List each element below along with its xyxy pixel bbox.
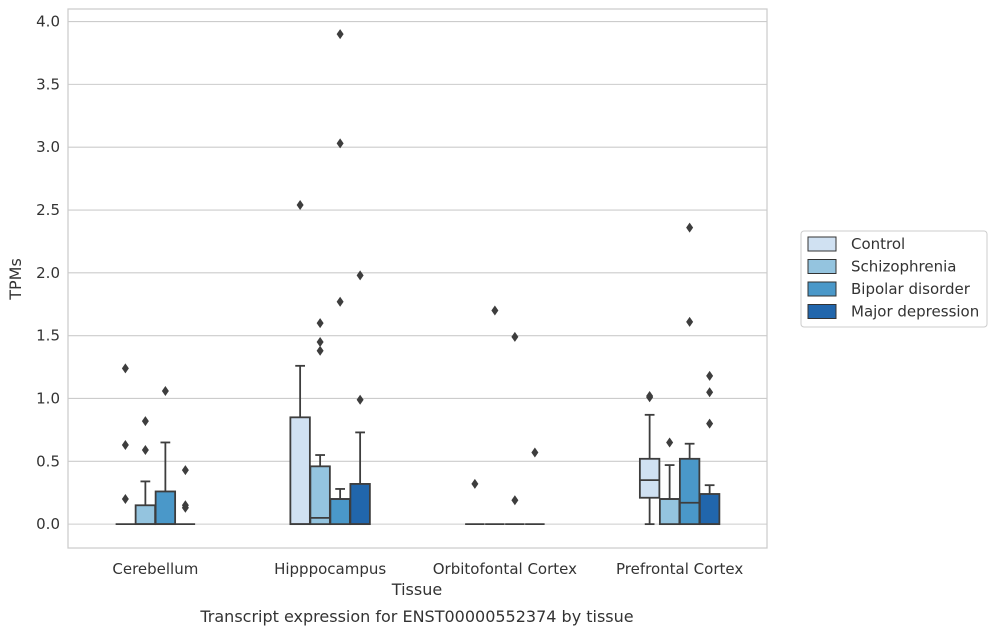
outlier-point bbox=[356, 270, 364, 281]
outlier-point bbox=[356, 394, 364, 405]
outlier-point bbox=[336, 138, 344, 149]
legend-swatch bbox=[807, 236, 837, 252]
y-tick-label: 0.5 bbox=[36, 452, 60, 470]
box-group bbox=[175, 465, 196, 526]
outlier-point bbox=[471, 478, 479, 489]
legend-swatch bbox=[807, 259, 837, 274]
legend: Control Schizophrenia Bipolar disorder Majo… bbox=[800, 230, 988, 328]
box-iqr bbox=[329, 498, 351, 526]
x-tick-label: Cerebellum bbox=[112, 560, 198, 578]
outlier-point bbox=[316, 318, 324, 329]
outlier-point bbox=[141, 445, 149, 455]
box-iqr bbox=[638, 457, 661, 499]
box-group bbox=[115, 363, 136, 526]
y-tick-label: 1.0 bbox=[36, 389, 60, 407]
box-iqr bbox=[154, 490, 177, 526]
y-tick-label: 2.0 bbox=[36, 264, 60, 282]
grid-lines bbox=[68, 21, 767, 525]
outlier-point bbox=[531, 447, 539, 458]
box-group bbox=[349, 270, 371, 526]
box-group bbox=[154, 385, 177, 526]
outlier-point bbox=[706, 370, 714, 381]
box-group bbox=[525, 447, 545, 526]
y-tick-label: 0.0 bbox=[36, 515, 60, 533]
box-iqr bbox=[309, 465, 331, 526]
y-tick-label: 3.5 bbox=[36, 75, 60, 93]
outlier-point bbox=[181, 465, 189, 476]
y-tick-label: 2.5 bbox=[36, 201, 60, 219]
box-iqr bbox=[698, 493, 721, 526]
box-iqr bbox=[289, 416, 311, 526]
x-tick-label: Orbitofontal Cortex bbox=[433, 560, 577, 578]
plot-area-frame bbox=[67, 8, 768, 549]
box-group bbox=[289, 200, 311, 526]
outlier-point bbox=[706, 387, 714, 398]
y-tick-label: 1.5 bbox=[36, 327, 60, 345]
outlier-point bbox=[141, 416, 149, 427]
legend-swatch bbox=[807, 281, 837, 297]
box-group bbox=[698, 370, 721, 526]
outlier-point bbox=[336, 296, 344, 307]
box-group bbox=[485, 305, 505, 526]
outlier-point bbox=[336, 29, 344, 40]
box-group bbox=[658, 437, 681, 526]
legend-label: Schizophrenia bbox=[851, 258, 956, 276]
box-group bbox=[638, 390, 661, 526]
outlier-point bbox=[316, 345, 324, 356]
outlier-point bbox=[491, 305, 499, 316]
legend-label: Bipolar disorder bbox=[851, 280, 971, 298]
chart-caption: Transcript expression for ENST0000055237… bbox=[199, 607, 633, 626]
legend-swatch bbox=[807, 304, 837, 319]
y-axis-label: TPMs bbox=[6, 258, 25, 301]
outlier-point bbox=[686, 222, 694, 233]
box-group bbox=[329, 29, 351, 526]
x-tick-label: Prefrontal Cortex bbox=[616, 560, 743, 578]
outlier-point bbox=[666, 437, 674, 448]
outlier-point bbox=[121, 363, 129, 374]
box-marks bbox=[115, 29, 721, 526]
box-group bbox=[134, 416, 157, 526]
outlier-point bbox=[316, 336, 324, 347]
box-group bbox=[678, 222, 701, 526]
y-tick-label: 4.0 bbox=[36, 13, 60, 31]
box-iqr bbox=[349, 483, 371, 526]
legend-frame bbox=[800, 230, 988, 328]
outlier-point bbox=[706, 418, 714, 429]
y-tick-label: 3.0 bbox=[36, 138, 60, 156]
box-group bbox=[309, 318, 331, 526]
box-group bbox=[505, 331, 525, 526]
outlier-point bbox=[121, 494, 129, 504]
y-tick-labels: 0.0 0.5 1.0 1.5 2.0 2.5 3.0 3.5 4.0 bbox=[36, 13, 60, 534]
x-axis-label: Tissue bbox=[391, 580, 442, 599]
box-group bbox=[465, 478, 485, 526]
box-iqr bbox=[678, 457, 701, 526]
outlier-point bbox=[511, 495, 519, 506]
outlier-point bbox=[296, 200, 304, 210]
outlier-point bbox=[181, 502, 189, 513]
outlier-point bbox=[686, 316, 694, 327]
legend-label: Control bbox=[851, 235, 905, 253]
legend-label: Major depression bbox=[851, 303, 979, 321]
outlier-point bbox=[511, 331, 519, 342]
x-tick-labels: Cerebellum Hipppocampus Orbitofontal Corte… bbox=[112, 560, 743, 578]
outlier-point bbox=[161, 385, 169, 396]
box-iqr bbox=[134, 504, 157, 526]
outlier-point bbox=[646, 390, 654, 401]
box-iqr bbox=[658, 498, 681, 526]
outlier-point bbox=[121, 439, 129, 450]
x-tick-label: Hipppocampus bbox=[274, 560, 386, 578]
